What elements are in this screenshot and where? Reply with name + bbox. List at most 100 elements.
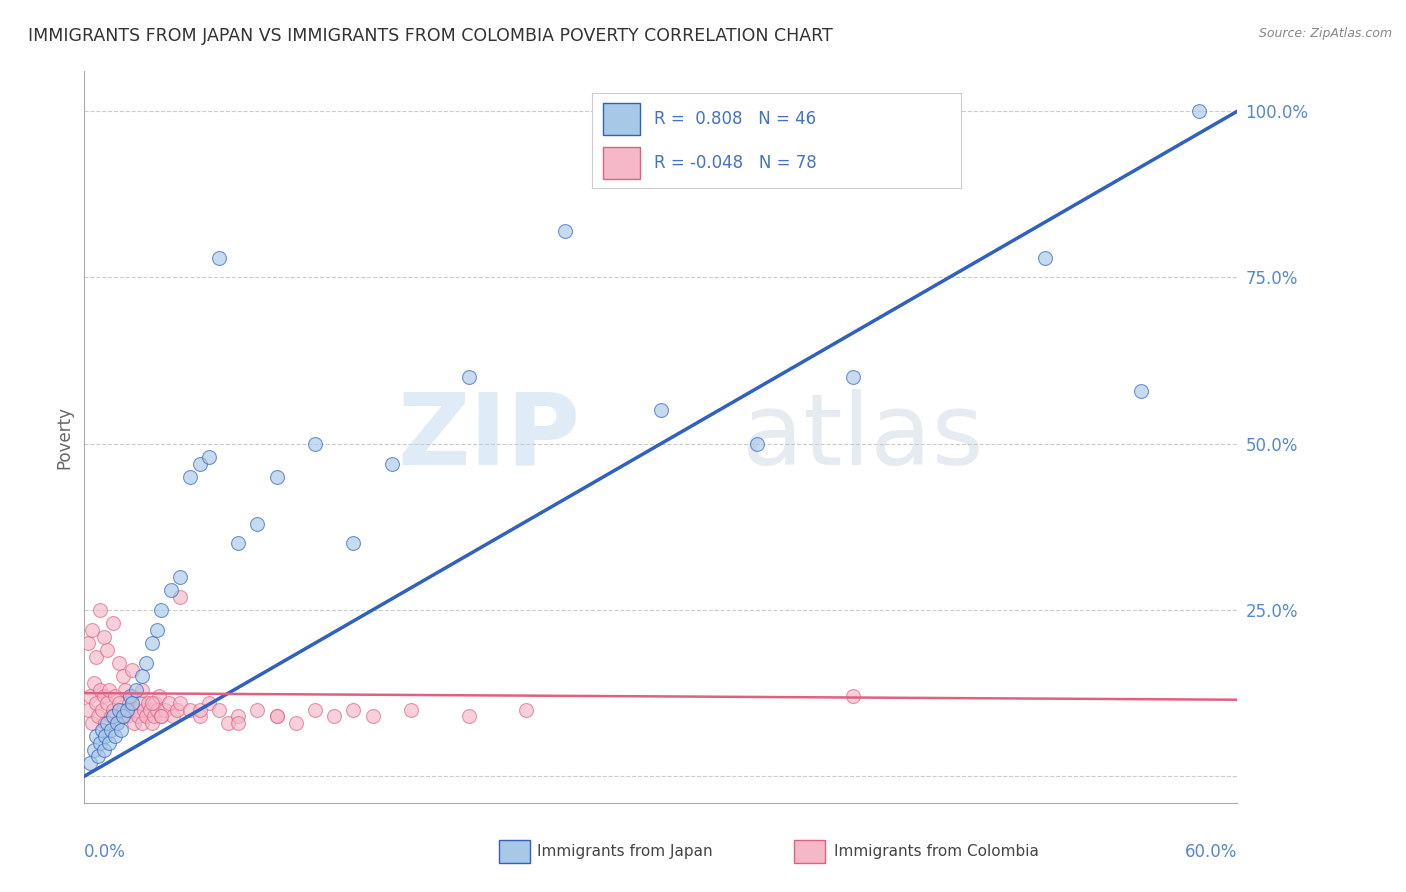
Point — [226, 536, 249, 550]
Point — [110, 723, 132, 737]
Text: ZIP: ZIP — [398, 389, 581, 485]
Point — [142, 709, 165, 723]
Point — [266, 709, 288, 723]
Point — [114, 682, 136, 697]
Point — [650, 403, 672, 417]
Point — [162, 709, 184, 723]
Point — [842, 370, 865, 384]
Point — [1130, 384, 1153, 398]
Point — [79, 690, 101, 704]
Point — [188, 703, 211, 717]
Point — [93, 690, 115, 704]
Point — [842, 690, 865, 704]
Point — [98, 682, 121, 697]
Point — [108, 703, 131, 717]
Point — [246, 703, 269, 717]
Point — [150, 709, 173, 723]
Point — [96, 643, 118, 657]
Point — [96, 716, 118, 731]
Text: atlas: atlas — [741, 389, 983, 485]
Point — [135, 709, 157, 723]
Point — [169, 570, 191, 584]
Point — [77, 636, 100, 650]
Point — [141, 696, 163, 710]
Point — [1033, 251, 1056, 265]
Point — [284, 716, 307, 731]
Point — [104, 729, 127, 743]
Point — [100, 709, 122, 723]
Point — [80, 716, 103, 731]
Point — [103, 616, 124, 631]
Point — [90, 723, 112, 737]
Point — [745, 436, 768, 450]
Point — [131, 682, 153, 697]
Point — [121, 696, 143, 710]
Point — [83, 676, 105, 690]
Point — [98, 736, 121, 750]
Point — [124, 716, 146, 731]
Point — [342, 536, 364, 550]
Point — [100, 723, 122, 737]
Point — [157, 696, 180, 710]
Point — [89, 736, 111, 750]
Point — [93, 630, 115, 644]
Point — [361, 709, 384, 723]
Point — [342, 703, 364, 717]
Point — [84, 729, 107, 743]
Point — [117, 696, 139, 710]
Point — [457, 709, 479, 723]
Point — [125, 703, 148, 717]
Text: IMMIGRANTS FROM JAPAN VS IMMIGRANTS FROM COLOMBIA POVERTY CORRELATION CHART: IMMIGRANTS FROM JAPAN VS IMMIGRANTS FROM… — [28, 27, 832, 45]
Point — [89, 603, 111, 617]
Point — [169, 590, 191, 604]
Point — [198, 696, 221, 710]
Point — [145, 696, 167, 710]
Point — [93, 742, 115, 756]
Point — [94, 729, 117, 743]
Point — [79, 756, 101, 770]
Text: Immigrants from Japan: Immigrants from Japan — [537, 845, 713, 859]
Point — [120, 690, 142, 704]
Point — [105, 716, 128, 731]
Point — [141, 716, 163, 731]
Point — [246, 516, 269, 531]
Point — [94, 716, 117, 731]
Point — [111, 703, 134, 717]
Point — [266, 470, 288, 484]
Point — [208, 703, 231, 717]
Point — [121, 663, 143, 677]
Point — [150, 603, 173, 617]
Point — [160, 582, 183, 597]
Point — [218, 716, 240, 731]
Point — [103, 703, 124, 717]
Point — [457, 370, 479, 384]
Point — [131, 716, 153, 731]
Point — [90, 703, 112, 717]
Point — [166, 703, 188, 717]
Point — [153, 703, 176, 717]
Point — [554, 224, 576, 238]
Point — [179, 470, 201, 484]
Text: Immigrants from Colombia: Immigrants from Colombia — [834, 845, 1039, 859]
Point — [226, 709, 249, 723]
Point — [108, 696, 131, 710]
Point — [121, 690, 143, 704]
Point — [146, 623, 169, 637]
Point — [188, 709, 211, 723]
Point — [87, 749, 110, 764]
Point — [111, 669, 134, 683]
Point — [399, 703, 422, 717]
Text: Source: ZipAtlas.com: Source: ZipAtlas.com — [1258, 27, 1392, 40]
Point — [150, 709, 173, 723]
Point — [120, 703, 142, 717]
Point — [179, 703, 201, 717]
Point — [138, 703, 160, 717]
Text: 60.0%: 60.0% — [1185, 843, 1237, 861]
Point — [87, 709, 110, 723]
Point — [80, 623, 103, 637]
Point — [129, 696, 152, 710]
Point — [304, 703, 326, 717]
Point — [84, 696, 107, 710]
Point — [323, 709, 346, 723]
Point — [108, 656, 131, 670]
